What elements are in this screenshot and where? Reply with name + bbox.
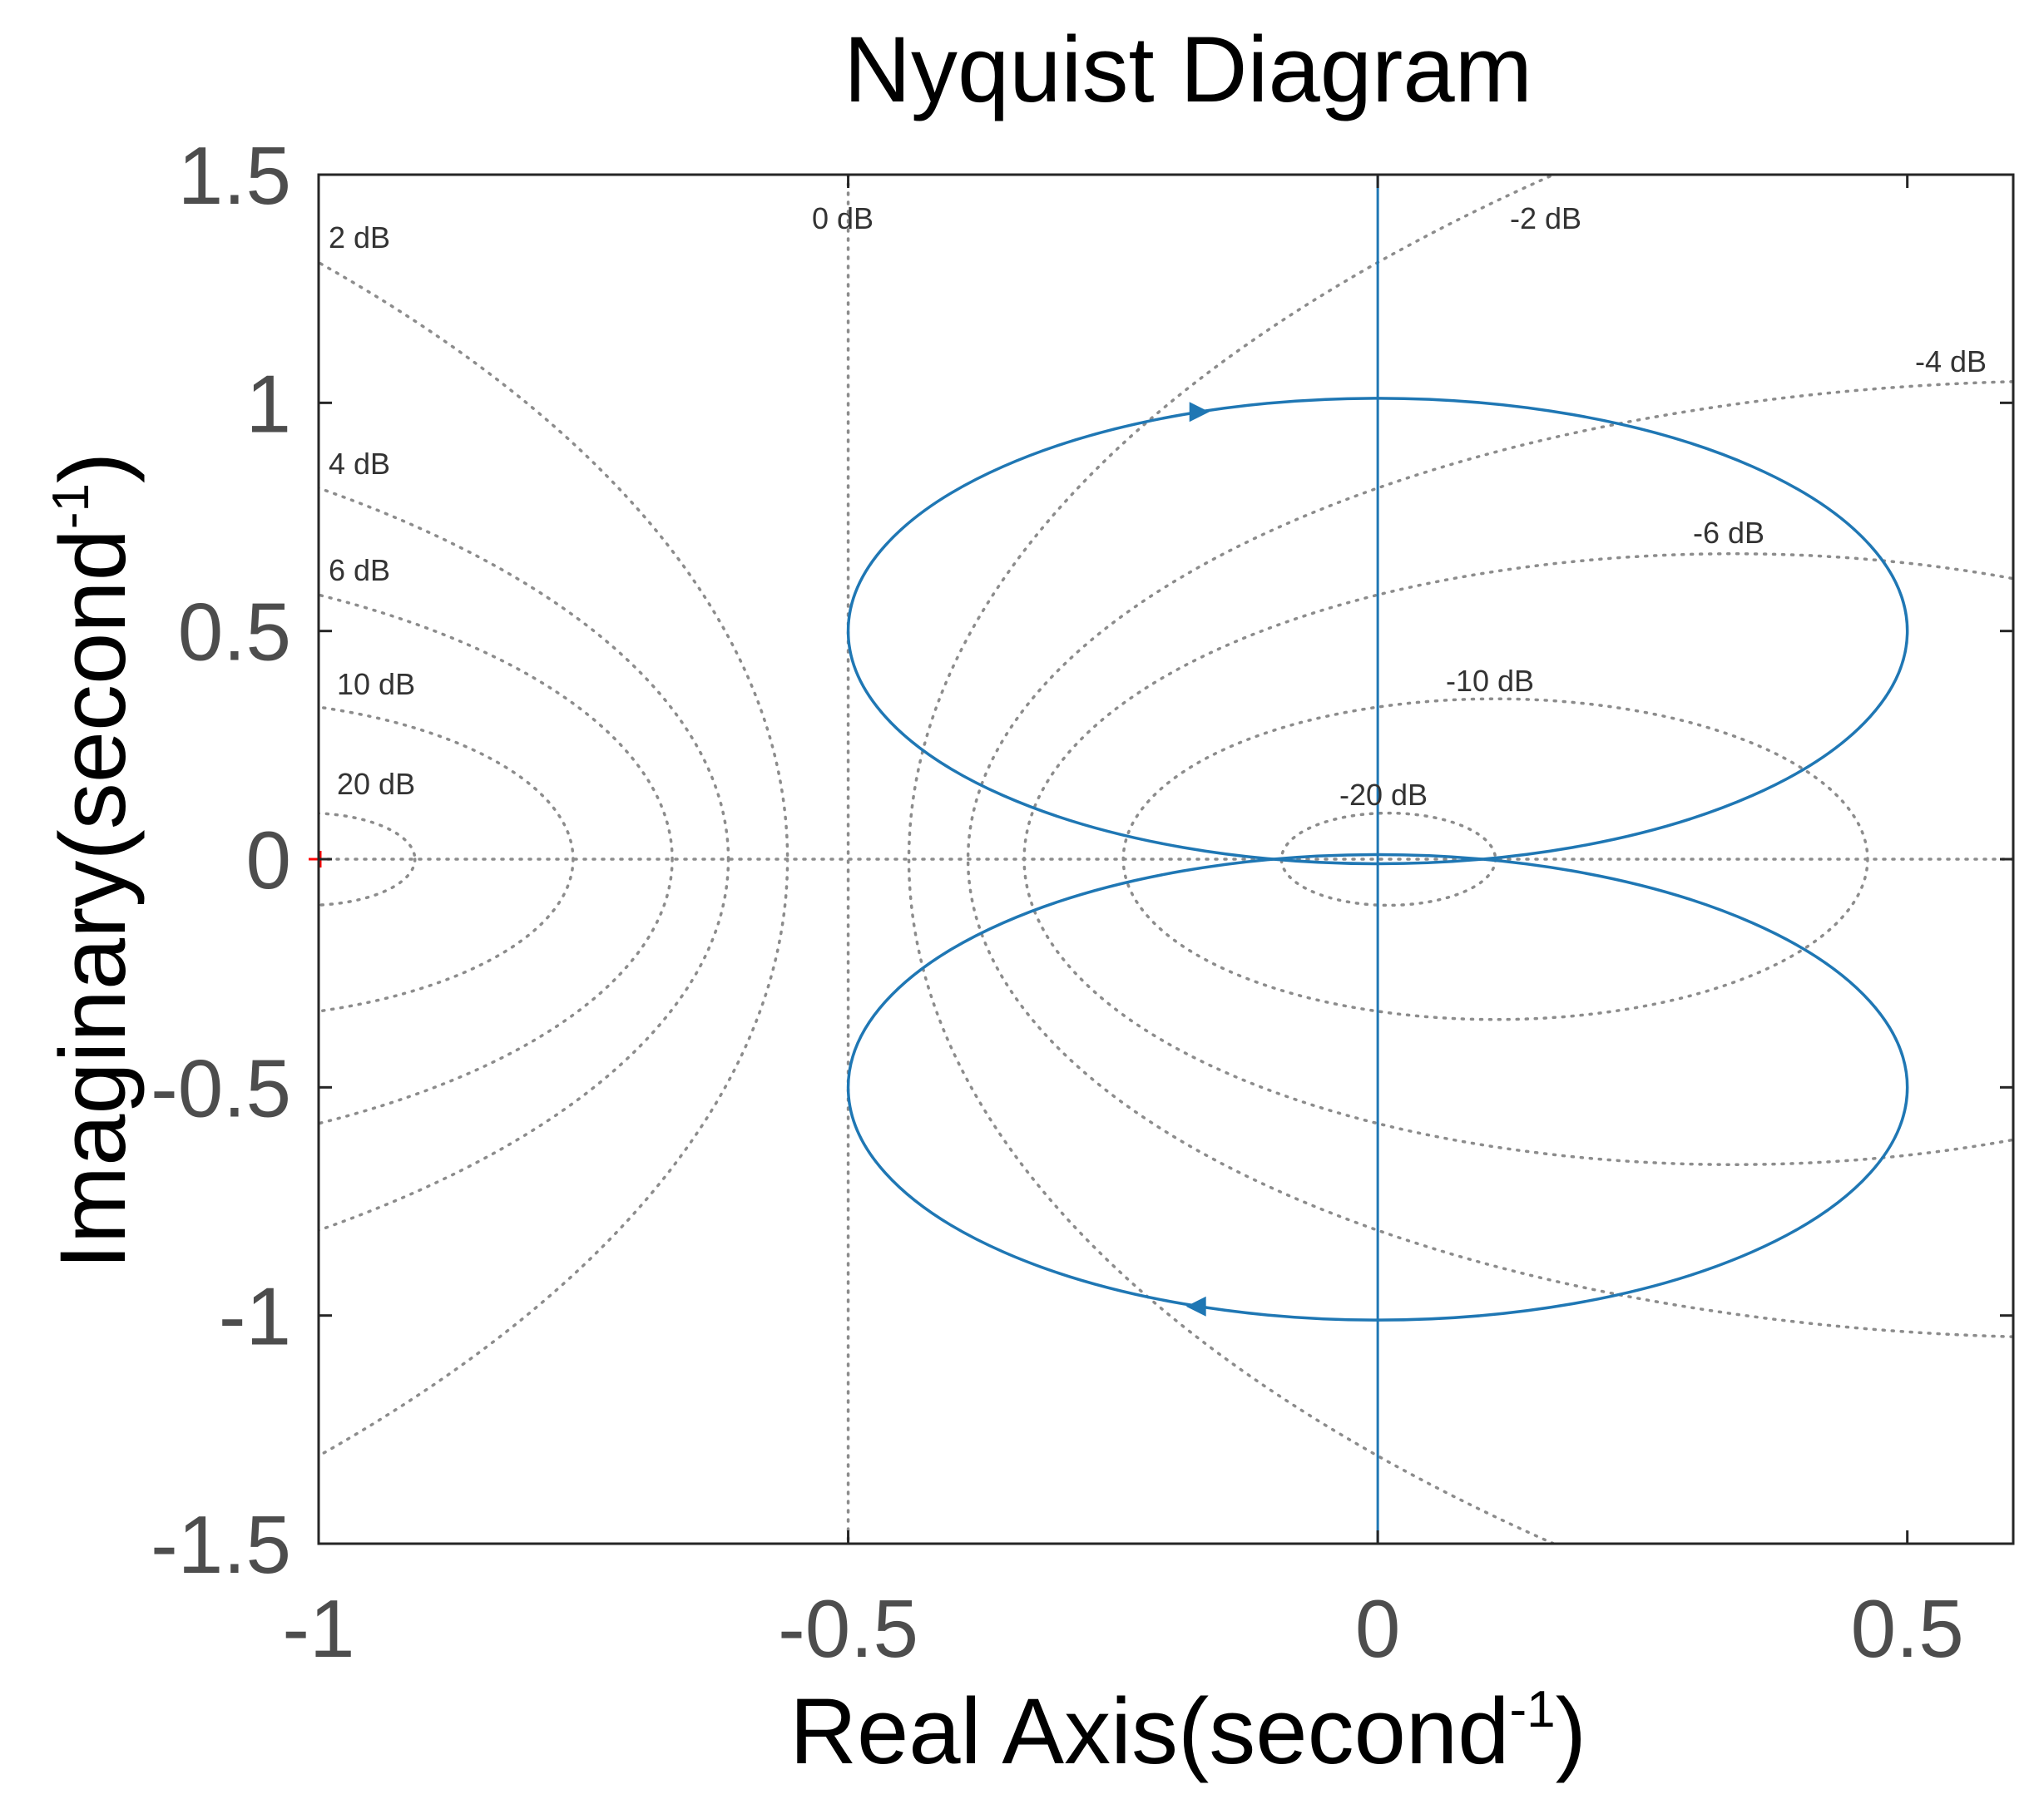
- x-axis-label-main: Real Axis(second: [789, 1679, 1509, 1783]
- direction-arrow: [1189, 402, 1210, 423]
- y-tick-label: 0.5: [178, 586, 291, 678]
- mcircle-label: 2 dB: [329, 220, 390, 255]
- y-tick-labels: 1.5 1 0.5 0 -0.5 -1 -1.5: [151, 130, 291, 1590]
- y-axis-label-close: ): [41, 452, 145, 483]
- y-axis-label: Imaginary(second-1): [41, 452, 145, 1270]
- mcircle-label: -2 dB: [1510, 201, 1581, 235]
- y-tick-label: -0.5: [151, 1042, 291, 1134]
- x-tick-labels: -1 -0.5 0 0.5: [282, 1583, 1963, 1674]
- mcircle-label: 20 dB: [337, 767, 415, 801]
- mcircle-label: -10 dB: [1446, 664, 1534, 698]
- nyquist-curve-upper: [846, 397, 1909, 866]
- x-tick-label: 0: [1355, 1583, 1401, 1674]
- x-tick-label: -1: [282, 1583, 354, 1674]
- mcircle-label: 0 dB: [812, 201, 874, 235]
- mcircle-6db: [319, 593, 674, 1125]
- nyquist-curve-lower: [846, 853, 1909, 1322]
- y-tick-label: 0: [245, 814, 291, 906]
- nyquist-curve-group: [846, 175, 1909, 1544]
- y-axis-label-main: Imaginary(second: [41, 529, 145, 1269]
- mcircle-4db: [319, 487, 730, 1232]
- y-axis-label-sup: -1: [42, 483, 100, 529]
- direction-arrow: [1185, 1296, 1206, 1317]
- mcircle-20db: [319, 812, 417, 907]
- y-tick-label: -1.5: [151, 1499, 291, 1590]
- y-tick-label: 1: [245, 358, 291, 449]
- x-axis-label-close: ): [1556, 1679, 1586, 1783]
- mcircle-label: 4 dB: [329, 447, 390, 481]
- y-tick-label: 1.5: [178, 130, 291, 221]
- chart-title: Nyquist Diagram: [844, 17, 1532, 121]
- mcircle-label: 10 dB: [337, 667, 415, 701]
- mcircle-neg2db: [908, 175, 1558, 1544]
- x-tick-label: -0.5: [778, 1583, 918, 1674]
- y-tick-label: -1: [219, 1271, 291, 1362]
- x-axis-label: Real Axis(second-1): [789, 1679, 1586, 1783]
- mcircle-label: -4 dB: [1915, 344, 1987, 378]
- mcircle-label: -6 dB: [1693, 516, 1764, 550]
- mcircle-labels: 20 dB 10 dB 6 dB 4 dB 2 dB 0 dB -2 dB -4 dB -6 d…: [329, 201, 1987, 812]
- x-axis-label-sup: -1: [1509, 1681, 1555, 1738]
- mcircle-10db: [319, 705, 575, 1013]
- mcircle-label: -20 dB: [1339, 778, 1428, 812]
- mcircle-label: 6 dB: [329, 553, 390, 587]
- x-tick-label: 0.5: [1851, 1583, 1964, 1674]
- axis-ticks: [317, 173, 2013, 1545]
